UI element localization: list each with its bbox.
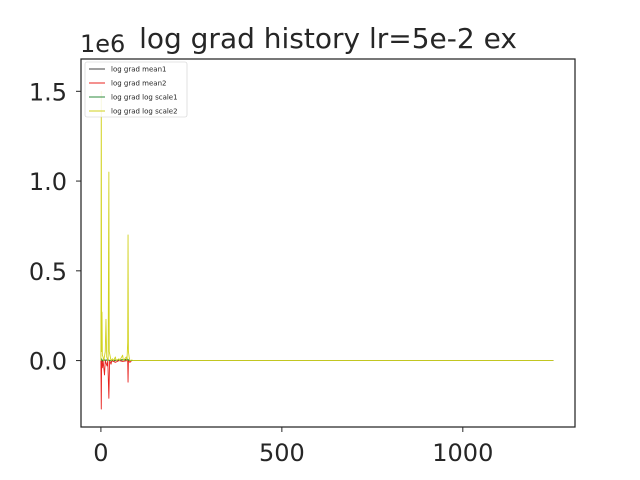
x-tick-label: 0 [93,439,108,467]
legend-label: log grad mean2 [111,80,166,88]
plot-area-frame [80,58,576,428]
y-tick-label: 1.0 [29,168,67,196]
legend-label: log grad mean1 [111,66,166,74]
legend-label: log grad log scale1 [111,94,178,102]
x-tick-label: 1000 [432,439,493,467]
legend: log grad mean1 log grad mean2 log grad log… [84,61,188,118]
series-layer [100,90,554,410]
series-line-2 [100,360,554,410]
x-tick-label: 500 [259,439,305,467]
legend-box [84,61,188,118]
y-tick-label: 0.0 [29,348,67,376]
x-axis: 0 500 1000 [93,427,493,467]
y-tick-label: 1.5 [29,78,67,106]
y-tick-label: 0.5 [29,258,67,286]
y-offset-label: 1e6 [80,30,125,58]
chart-title: log grad history lr=5e-2 ex [139,22,517,55]
y-axis: 0.0 0.5 1.0 1.5 [29,78,81,376]
legend-label: log grad log scale2 [111,108,178,116]
series-line-4 [100,90,554,362]
